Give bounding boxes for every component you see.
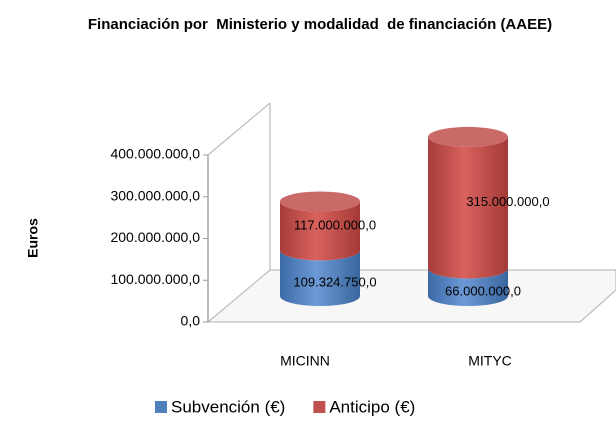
legend-swatch xyxy=(155,401,167,413)
x-tick-label: MITYC xyxy=(468,353,512,369)
value-label: 66.000.000,0 xyxy=(445,284,521,299)
cylinder-segment xyxy=(428,136,508,279)
y-axis-label: Euros xyxy=(25,218,41,258)
y-tick-label: 200.000.000,0 xyxy=(110,229,200,245)
value-label: 315.000.000,0 xyxy=(466,194,549,209)
cylinder-top xyxy=(428,126,508,147)
cylinder-segment xyxy=(280,250,360,306)
x-tick-label: MICINN xyxy=(280,353,330,369)
cylinder-segment xyxy=(428,268,508,306)
chart-title: Financiación por Ministerio y modalidad … xyxy=(87,16,553,33)
legend-label: Subvención (€) xyxy=(171,397,285,416)
y-tick-label: 100.000.000,0 xyxy=(110,271,200,287)
legend-label: Anticipo (€) xyxy=(329,397,415,416)
cylinder-top xyxy=(280,191,360,212)
legend-swatch xyxy=(313,401,326,413)
y-tick-label: 300.000.000,0 xyxy=(110,187,200,203)
walls xyxy=(206,102,616,323)
value-label: 117.000.000,0 xyxy=(294,217,376,232)
y-tick-label: 0,0 xyxy=(181,313,201,329)
cylinder-segment xyxy=(280,201,360,261)
y-tick-label: 400.000.000,0 xyxy=(110,146,200,162)
value-label: 109.324.750,0 xyxy=(293,275,376,290)
